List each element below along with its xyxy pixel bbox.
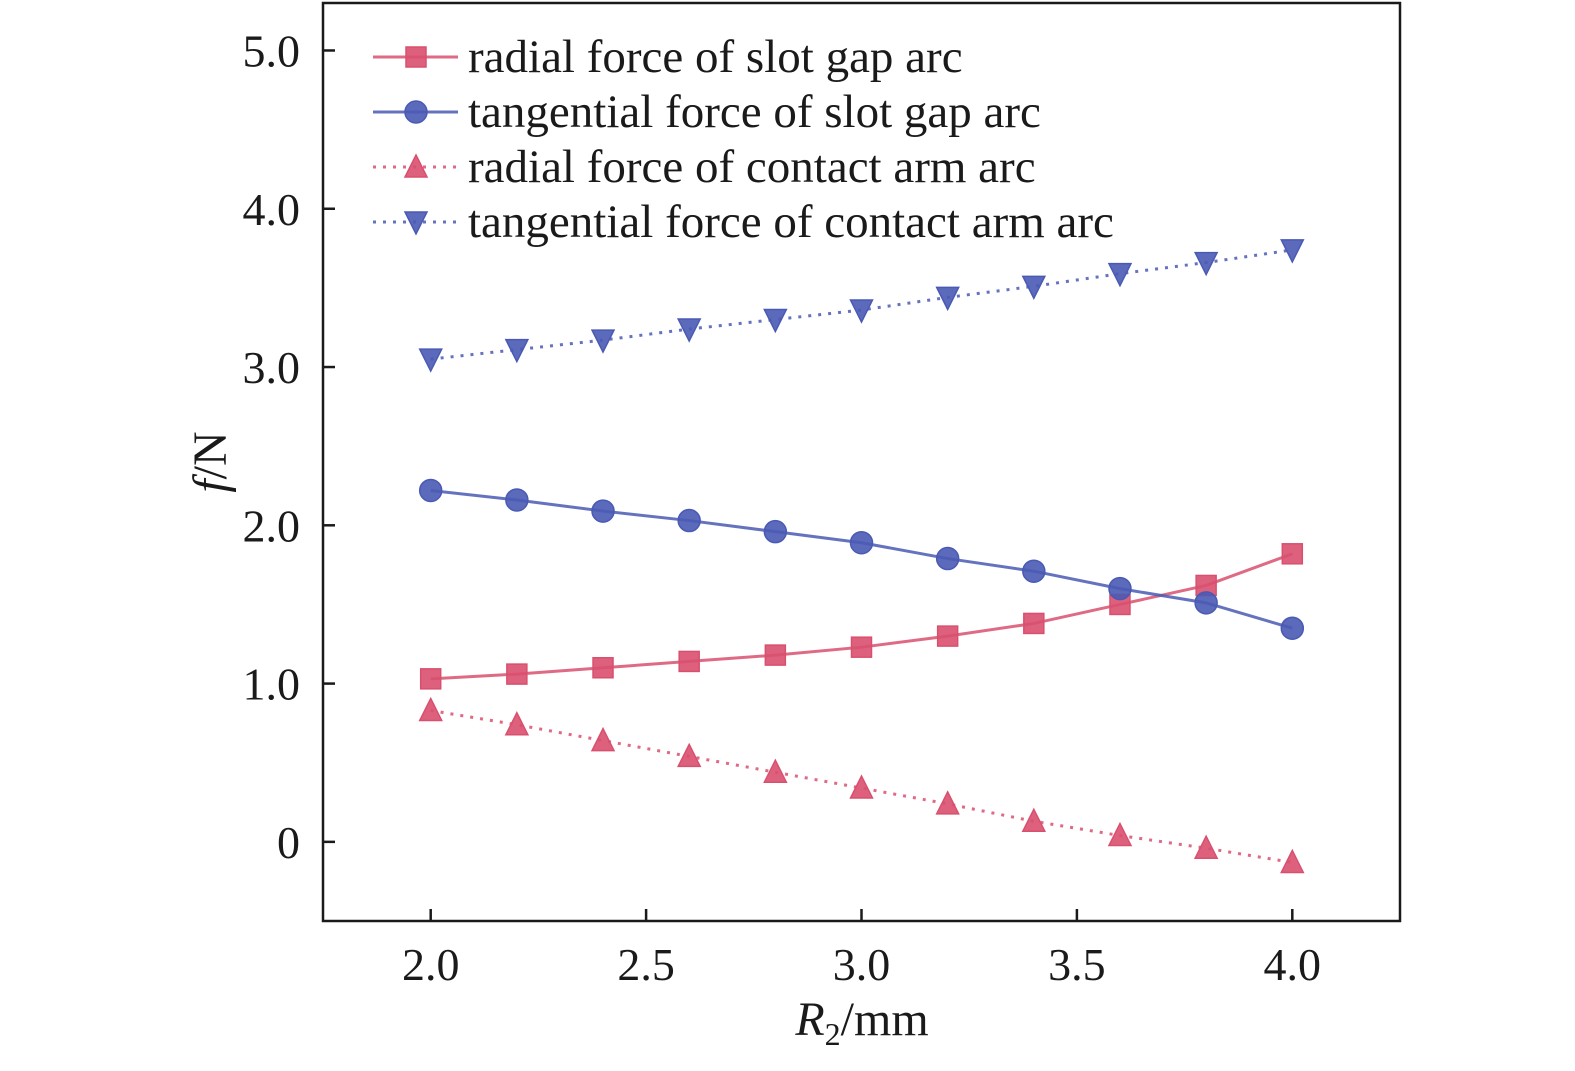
series-1	[419, 543, 1304, 690]
x-tick-label: 3.0	[833, 939, 891, 990]
x-tick-label: 3.5	[1048, 939, 1106, 990]
triangle-up-marker	[763, 758, 788, 783]
circle-marker	[418, 478, 443, 503]
y-tick-label: 1.0	[243, 659, 301, 710]
legend-label: radial force of contact arm arc	[468, 141, 1036, 193]
legend-label: tangential force of slot gap arc	[468, 86, 1041, 138]
triangle-down-marker	[1193, 251, 1219, 277]
circle-marker	[935, 546, 960, 571]
legend-item: radial force of contact arm arc	[373, 141, 1036, 193]
x-axis-label: R2/mm	[794, 993, 928, 1052]
circle-marker	[591, 499, 615, 523]
triangle-down-marker	[590, 329, 616, 354]
triangle-down-marker	[1021, 275, 1047, 300]
square-marker	[506, 663, 528, 685]
series-3	[418, 696, 1305, 874]
legend-item: tangential force of contact arm arc	[373, 196, 1114, 248]
legend-item: tangential force of slot gap arc	[373, 86, 1041, 138]
triangle-down-marker	[935, 286, 960, 312]
x-axis-label-unit: /mm	[841, 993, 929, 1046]
square-marker	[1023, 612, 1045, 635]
y-tick-label: 3.0	[243, 342, 301, 393]
legend-square-marker	[405, 46, 427, 68]
y-tick-label: 2.0	[243, 500, 301, 551]
triangle-up-marker	[1193, 834, 1219, 859]
triangle-up-marker	[1107, 821, 1133, 847]
circle-marker	[1194, 591, 1218, 615]
legend-item: radial force of slot gap arc	[373, 31, 963, 83]
triangle-down-marker	[1107, 262, 1133, 288]
y-tick-label: 4.0	[243, 184, 301, 235]
triangle-up-marker	[849, 774, 874, 799]
triangle-up-marker	[676, 742, 702, 768]
x-tick-label: 2.5	[617, 939, 675, 990]
series-2	[418, 478, 1305, 640]
x-tick-label: 4.0	[1264, 939, 1322, 990]
circle-marker	[677, 508, 701, 533]
triangle-up-marker	[935, 790, 960, 815]
square-marker	[419, 668, 442, 690]
circle-marker	[1280, 616, 1305, 640]
square-marker	[764, 644, 787, 666]
triangle-down-marker	[1280, 239, 1305, 264]
x-tick-label: 2.0	[402, 939, 460, 990]
x-axis-label-sub: 2	[825, 1016, 841, 1052]
triangle-up-marker	[1280, 848, 1305, 874]
triangle-up-marker	[504, 711, 530, 736]
triangle-down-marker	[418, 348, 443, 373]
triangle-up-marker	[1021, 807, 1047, 833]
triangle-down-marker	[763, 308, 788, 334]
triangle-up-marker	[418, 696, 443, 722]
legend-label: radial force of slot gap arc	[468, 31, 963, 83]
square-marker	[1281, 543, 1304, 565]
series-line	[430, 488, 1293, 630]
y-axis-label: f/N	[184, 431, 237, 492]
legend-circle-marker	[404, 100, 428, 124]
circle-marker	[763, 519, 788, 544]
circle-marker	[849, 530, 874, 555]
series-layer	[418, 239, 1305, 874]
y-axis-ticks: 0 1.0 2.0 3.0 4.0 5.0	[243, 25, 335, 868]
circle-marker	[1022, 559, 1046, 583]
x-axis-ticks: 2.0 2.5 3.0 3.5 4.0	[402, 909, 1321, 990]
circle-marker	[505, 488, 529, 512]
square-marker	[678, 650, 700, 673]
y-tick-label: 5.0	[243, 25, 301, 76]
square-marker	[850, 636, 873, 658]
square-marker	[592, 657, 614, 679]
x-axis-label-main: R	[794, 993, 824, 1046]
circle-marker	[1108, 576, 1132, 601]
triangle-down-marker	[504, 338, 530, 364]
triangle-down-marker	[676, 318, 702, 343]
series-4	[418, 239, 1305, 373]
y-tick-label: 0	[277, 817, 300, 868]
y-axis-label-unit: /N	[184, 431, 237, 479]
legend-triangle-down-marker	[403, 211, 429, 236]
legend-label: tangential force of contact arm arc	[468, 196, 1114, 248]
square-marker	[936, 625, 959, 647]
legend-triangle-up-marker	[403, 153, 429, 178]
triangle-up-marker	[590, 726, 616, 752]
triangle-down-marker	[849, 299, 874, 324]
series-line	[430, 552, 1293, 681]
